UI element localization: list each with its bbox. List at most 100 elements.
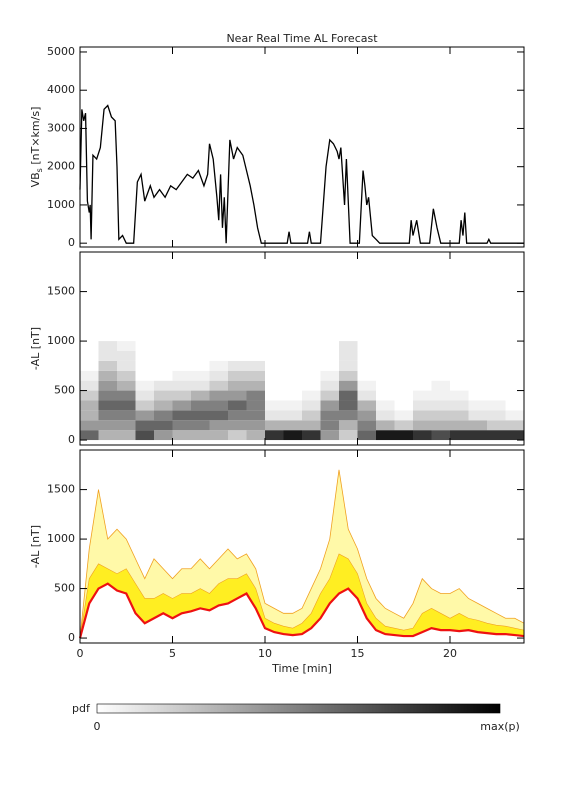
pdf-cell bbox=[468, 350, 487, 361]
pdf-cell bbox=[468, 400, 487, 411]
y-axis-label: -AL [nT] bbox=[29, 327, 42, 370]
pdf-cell bbox=[302, 400, 321, 411]
pdf-cell bbox=[135, 410, 154, 421]
pdf-cell bbox=[505, 341, 524, 351]
pdf-cell bbox=[246, 380, 265, 391]
pdf-cell bbox=[413, 430, 432, 441]
pdf-cell bbox=[468, 360, 487, 371]
pdf-cell bbox=[283, 420, 302, 431]
pdf-cell bbox=[339, 420, 358, 431]
pdf-cell bbox=[394, 430, 413, 441]
y-axis-label: VBs [nT×km/s] bbox=[29, 107, 44, 188]
pdf-cell bbox=[320, 350, 339, 361]
pdf-cell bbox=[265, 341, 284, 351]
pdf-cell bbox=[117, 350, 136, 361]
pdf-cell bbox=[505, 370, 524, 381]
pdf-cell bbox=[394, 370, 413, 381]
pdf-cell bbox=[191, 380, 210, 391]
pdf-cell bbox=[394, 400, 413, 411]
pdf-cell bbox=[302, 420, 321, 431]
pdf-cell bbox=[357, 370, 376, 381]
pdf-cell bbox=[117, 360, 136, 371]
y-tick-label: 0 bbox=[68, 631, 75, 644]
pdf-cell bbox=[98, 430, 117, 441]
pdf-cell bbox=[376, 370, 395, 381]
pdf-cell bbox=[413, 341, 432, 351]
y-tick-label: 1000 bbox=[47, 334, 75, 347]
pdf-cell bbox=[246, 370, 265, 381]
pdf-cell bbox=[172, 341, 191, 351]
pdf-cell bbox=[135, 380, 154, 391]
pdf-cell bbox=[191, 341, 210, 351]
pdf-cell bbox=[172, 360, 191, 371]
pdf-cell bbox=[191, 430, 210, 441]
pdf-cell bbox=[191, 410, 210, 421]
pdf-cell bbox=[487, 390, 506, 401]
pdf-cell bbox=[154, 380, 173, 391]
pdf-cell bbox=[487, 341, 506, 351]
y-axis-label-part: VB bbox=[29, 172, 42, 187]
x-axis-label: Time [min] bbox=[271, 662, 332, 675]
pdf-cell bbox=[172, 370, 191, 381]
pdf-cell bbox=[246, 400, 265, 411]
y-tick-label: 3000 bbox=[47, 121, 75, 134]
colorbar bbox=[96, 703, 501, 714]
pdf-cell bbox=[117, 430, 136, 441]
pdf-cell bbox=[191, 370, 210, 381]
pdf-cell bbox=[228, 341, 247, 351]
pdf-cell bbox=[135, 400, 154, 411]
pdf-cell bbox=[450, 420, 469, 431]
pdf-cell bbox=[468, 410, 487, 421]
pdf-cell bbox=[505, 400, 524, 411]
pdf-cell bbox=[154, 400, 173, 411]
pdf-cell bbox=[320, 360, 339, 371]
pdf-cell bbox=[394, 380, 413, 391]
pdf-cell bbox=[135, 420, 154, 431]
pdf-cell bbox=[246, 390, 265, 401]
pdf-cell bbox=[228, 420, 247, 431]
pdf-cell bbox=[98, 420, 117, 431]
pdf-cell bbox=[135, 341, 154, 351]
pdf-cell bbox=[283, 350, 302, 361]
pdf-cell bbox=[505, 410, 524, 421]
pdf-cell bbox=[191, 390, 210, 401]
pdf-cell bbox=[505, 380, 524, 391]
pdf-cell bbox=[80, 341, 99, 351]
pdf-cell bbox=[450, 400, 469, 411]
pdf-cell bbox=[413, 350, 432, 361]
x-tick-label: 15 bbox=[351, 647, 365, 660]
pdf-cell bbox=[265, 360, 284, 371]
pdf-cell bbox=[228, 360, 247, 371]
pdf-cell bbox=[394, 420, 413, 431]
pdf-cell bbox=[431, 390, 450, 401]
pdf-cell bbox=[376, 341, 395, 351]
pdf-cell bbox=[117, 420, 136, 431]
pdf-cell bbox=[357, 420, 376, 431]
pdf-cell bbox=[209, 410, 228, 421]
pdf-cell bbox=[209, 341, 228, 351]
pdf-cell bbox=[394, 341, 413, 351]
pdf-cell bbox=[320, 400, 339, 411]
pdf-cell bbox=[283, 410, 302, 421]
pdf-cell bbox=[339, 350, 358, 361]
pdf-cell bbox=[283, 430, 302, 441]
pdf-cell bbox=[357, 430, 376, 441]
pdf-cell bbox=[339, 380, 358, 391]
pdf-cell bbox=[320, 430, 339, 441]
pdf-cell bbox=[135, 350, 154, 361]
pdf-cell bbox=[376, 360, 395, 371]
pdf-cell bbox=[265, 430, 284, 441]
pdf-cell bbox=[154, 350, 173, 361]
y-axis-label-part: s bbox=[35, 168, 44, 172]
median-line bbox=[78, 582, 525, 639]
y-tick-label: 2000 bbox=[47, 160, 75, 173]
pdf-cell bbox=[394, 350, 413, 361]
pdf-cell bbox=[283, 360, 302, 371]
pdf-cell bbox=[172, 420, 191, 431]
pdf-cell bbox=[320, 370, 339, 381]
panel-frame bbox=[79, 46, 525, 248]
pdf-cell bbox=[80, 380, 99, 391]
pdf-cell bbox=[117, 380, 136, 391]
pdf-cell bbox=[135, 370, 154, 381]
pdf-cell bbox=[191, 400, 210, 411]
